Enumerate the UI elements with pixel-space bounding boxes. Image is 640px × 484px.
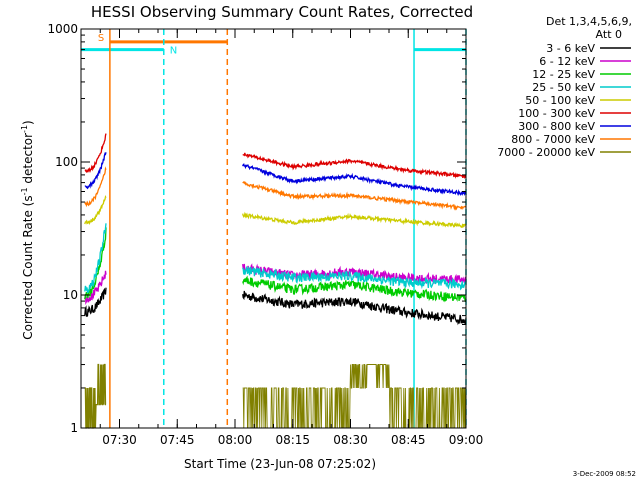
x-tick-label: 07:30 (102, 433, 137, 447)
series-line-post-gap (242, 152, 467, 180)
y-axis-label: Corrected Count Rate (s-1 detector-1) (20, 120, 35, 339)
chart-title: HESSI Observing Summary Count Rates, Cor… (91, 3, 473, 21)
legend-label: 12 - 25 keV (532, 68, 595, 81)
legend-header-line2: Att 0 (596, 28, 622, 41)
x-tick-label: 09:00 (449, 433, 484, 447)
legend-label: 100 - 300 keV (518, 107, 595, 120)
x-tick-label: 08:15 (275, 433, 310, 447)
series-line-post-gap (242, 290, 467, 326)
series-line-post-gap (242, 265, 467, 291)
y-tick-label: 100 (55, 155, 78, 169)
flag-label: N (170, 46, 177, 57)
series-line-pre-gap (84, 152, 107, 190)
series-line-pre-gap (84, 363, 107, 429)
y-axis-label-sup1: -1 (20, 187, 29, 195)
series-line-pre-gap (84, 270, 107, 306)
x-tick-label: 07:45 (160, 433, 195, 447)
legend-label: 25 - 50 keV (532, 81, 595, 94)
series-line-post-gap (242, 211, 467, 228)
y-axis-ticks: 1 10 100 1000 (47, 22, 466, 435)
legend-label: 800 - 7000 keV (511, 133, 595, 146)
y-tick-label: 10 (63, 288, 78, 302)
x-axis-label: Start Time (23-Jun-08 07:25:02) (184, 457, 376, 471)
x-tick-label: 08:00 (218, 433, 253, 447)
y-axis-label-mid: detector (21, 133, 35, 188)
series-line-pre-gap (84, 194, 107, 226)
series-lines (84, 133, 467, 429)
y-tick-label: 1000 (47, 22, 78, 36)
series-line-pre-gap (84, 223, 107, 294)
series-line-post-gap (242, 364, 467, 429)
legend-label: 6 - 12 keV (539, 55, 595, 68)
series-line-post-gap (242, 180, 467, 211)
attenuator-flags: SN (81, 33, 466, 57)
x-tick-label: 08:45 (391, 433, 426, 447)
series-line-post-gap (242, 163, 467, 197)
x-axis-ticks: 07:30 07:45 08:00 08:15 08:30 08:45 09:00 (80, 29, 484, 447)
y-axis-label-end: ) (21, 120, 35, 125)
legend-label: 300 - 800 keV (518, 120, 595, 133)
flag-label: S (98, 33, 104, 44)
y-axis-label-main: Corrected Count Rate (s (21, 195, 35, 339)
series-line-pre-gap (84, 133, 107, 174)
plot-frame (80, 28, 467, 429)
legend-label: 50 - 100 keV (525, 94, 595, 107)
footer-date: 3-Dec-2009 08:52 (573, 470, 636, 478)
series-line-pre-gap (84, 287, 107, 317)
y-axis-label-sup2: -1 (20, 125, 29, 133)
series-line-pre-gap (84, 166, 107, 208)
series-line-post-gap (242, 263, 467, 285)
y-tick-label: 1 (70, 421, 78, 435)
legend-label: 3 - 6 keV (546, 42, 595, 55)
legend-header-line1: Det 1,3,4,5,6,9, (546, 15, 632, 28)
x-tick-label: 08:30 (333, 433, 368, 447)
series-line-post-gap (242, 275, 467, 303)
event-markers (109, 29, 467, 428)
legend-label: 7000 - 20000 keV (497, 146, 595, 159)
